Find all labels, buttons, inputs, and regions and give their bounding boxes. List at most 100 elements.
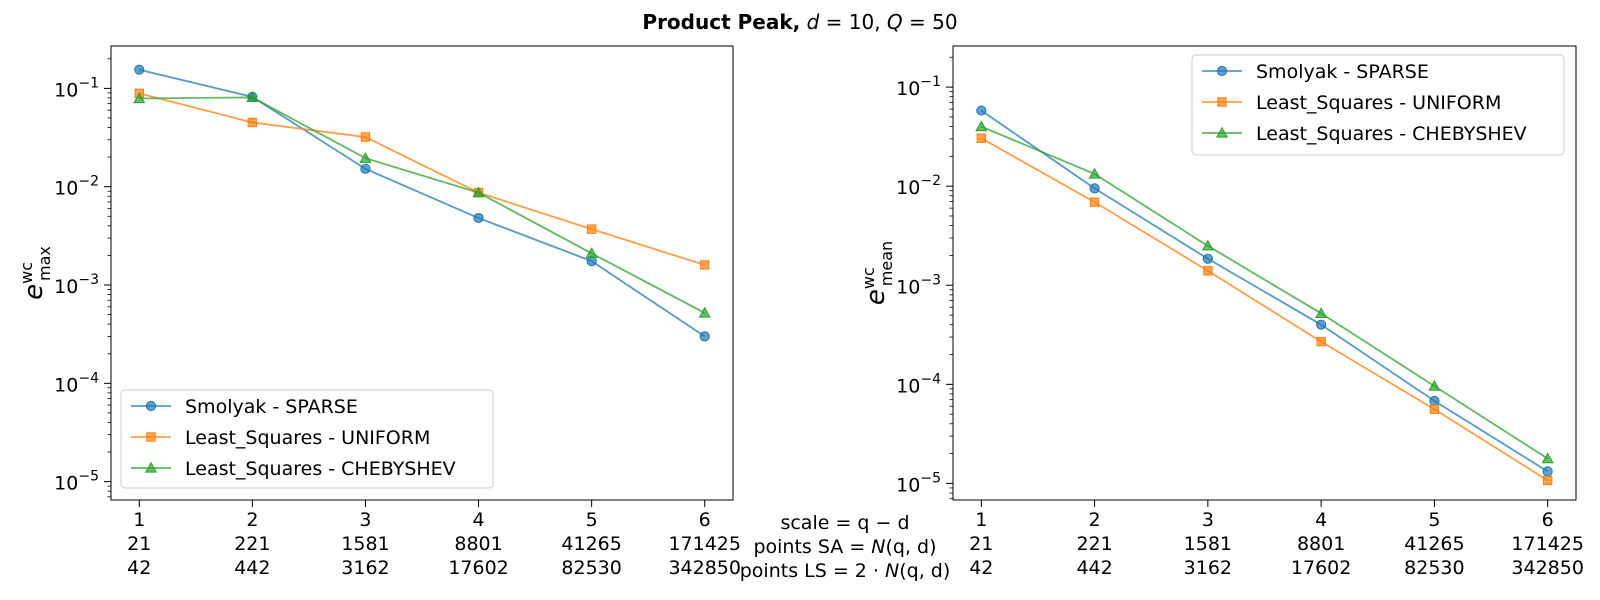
data-point [360,163,371,174]
y-tick-label: 10−3 [54,272,99,298]
y-tick-label: 10−4 [54,370,99,396]
series-3 [133,91,711,318]
series-line [139,68,706,338]
x-tick-label: 2 [246,509,258,531]
x-tick-label: 6 [1542,509,1554,531]
data-point [1542,475,1553,486]
plot-frame [952,45,1577,501]
x-tick-label: 3162 [1184,557,1232,579]
data-point [1429,395,1440,407]
x-tick-label: 171425 [668,533,741,555]
x-tick-label: 221 [234,533,270,555]
x-tick-label: 17602 [1291,557,1351,579]
data-point [586,224,597,234]
series-line [139,92,705,266]
data-point [360,132,371,142]
x-tick-label: 17602 [448,557,508,579]
legend-box [1191,54,1565,156]
data-point [976,133,987,143]
x-tick-label: 82530 [561,557,621,579]
data-point [134,64,145,75]
y-axis-label: ewcmax [17,246,54,300]
data-point [1089,197,1100,207]
x-tick-label: 342850 [1511,557,1584,579]
x-tick-label: 221 [1076,533,1112,555]
data-point [247,117,258,128]
x-tick-label: 41265 [561,533,621,555]
x-axis-row-labels: scale = q − d points SA = N(q, d) points… [740,512,951,582]
x-tick-label: 4 [472,509,484,531]
series-line [980,137,1549,482]
data-point [698,306,711,318]
x-tick-label: 82530 [1404,557,1464,579]
x-tick-label: 442 [234,557,270,579]
legend-marker [1215,126,1229,138]
data-point [1201,239,1214,251]
x-tick-label: 41265 [1404,533,1464,555]
data-point [1315,307,1328,319]
x-tick-label: 21 [969,533,993,555]
legend-label: Least_Squares - UNIFORM [185,427,430,449]
x-tick-label: 5 [1428,509,1440,531]
y-tick-label: 10−1 [896,74,941,100]
y-tick-label: 10−2 [54,174,99,200]
legend-label: Least_Squares - CHEBYSHEV [185,458,456,480]
data-point [975,120,988,132]
plot-frame [110,45,734,501]
data-point [1203,266,1213,276]
x-tick-label: 3 [359,509,371,531]
legend-marker [145,400,157,412]
x-tick-label: 42 [127,557,151,579]
data-point [1089,183,1100,194]
series-line [980,125,1549,460]
y-tick-label: 10−2 [896,173,941,199]
scale-row-label: scale = q − d [780,512,909,534]
x-tick-label: 4 [1315,509,1327,531]
data-point [359,151,372,163]
x-tick-label: 3162 [341,557,389,579]
data-point [1541,452,1554,464]
data-point [473,212,484,224]
legend-label: Smolyak - SPARSE [1256,61,1429,83]
data-point [699,331,710,342]
x-tick-label: 2 [1089,509,1101,531]
legend-marker [144,461,158,473]
data-point [472,186,485,198]
series-line [139,96,706,314]
series-1 [976,105,1553,477]
x-tick-label: 1581 [341,533,389,555]
data-point [1429,404,1440,414]
legend: Smolyak - SPARSE Least_Squares - UNIFORM L… [120,389,494,489]
series-2 [976,133,1553,486]
legend-marker [1217,97,1227,107]
data-point [246,91,259,103]
x-tick-label: 42 [969,557,993,579]
data-point [1316,319,1327,330]
data-point [1316,336,1326,347]
x-tick-label: 342850 [668,557,741,579]
series-line [980,109,1549,473]
x-tick-label: 1581 [1184,533,1232,555]
points-ls-row-label: points LS = 2 · N(q, d) [740,560,951,582]
y-tick-label: 10−3 [896,272,941,298]
x-tick-label: 5 [586,509,598,531]
legend-marker [1216,65,1228,77]
legend-label: Least_Squares - CHEBYSHEV [1256,123,1527,145]
x-tick-label: 1 [133,509,145,531]
data-point [1202,253,1213,264]
series-1 [134,64,710,342]
x-tick-label: 8801 [1297,533,1345,555]
y-tick-label: 10−5 [54,469,99,495]
data-point [1088,167,1101,179]
figure-title: Product Peak, d = 10, Q = 50 [642,10,957,34]
x-tick-label: 8801 [454,533,502,555]
x-tick-label: 21 [127,533,151,555]
points-sa-row-label: points SA = N(q, d) [753,536,936,558]
x-tick-label: 3 [1202,509,1214,531]
y-tick-label: 10−4 [896,371,941,397]
x-tick-label: 442 [1076,557,1112,579]
data-point [1542,466,1553,477]
